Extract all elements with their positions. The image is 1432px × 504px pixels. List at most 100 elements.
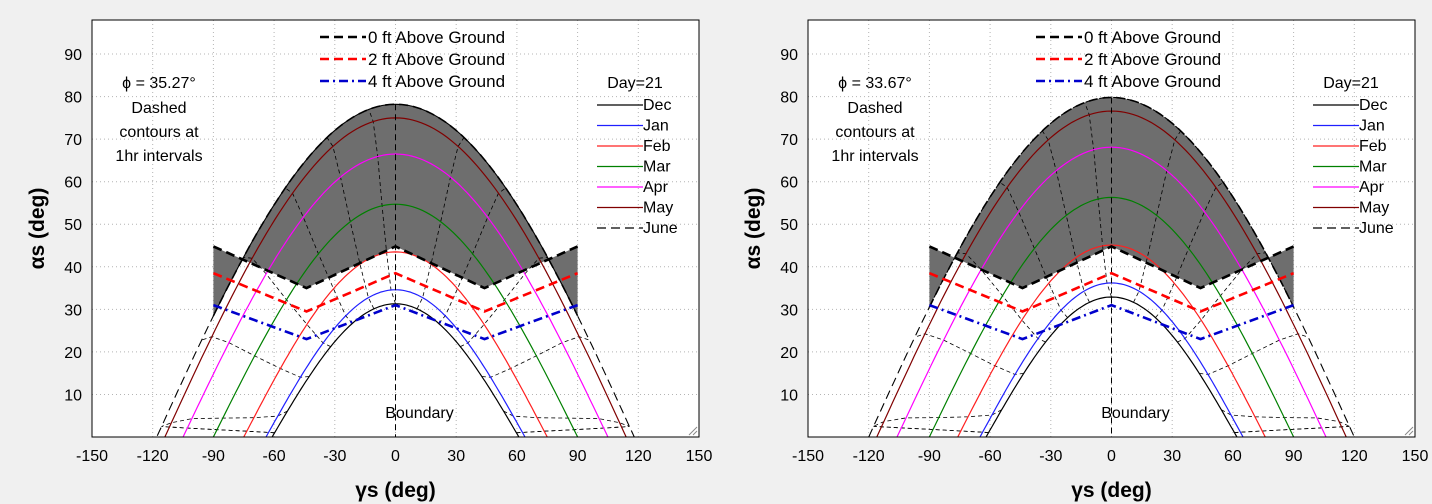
x-tick-label: 0 [1107, 448, 1116, 465]
x-tick-label: -30 [323, 448, 346, 465]
y-axis-label: αs (deg) [742, 188, 765, 270]
note-line: Dashed [131, 100, 186, 117]
day-legend-label: Apr [1359, 179, 1385, 196]
height-legend-label: 2 ft Above Ground [368, 50, 505, 69]
day-legend-label: Feb [1359, 138, 1387, 155]
x-tick-label: 30 [1163, 448, 1181, 465]
grip-line [1408, 430, 1414, 436]
month-curve-feb [243, 251, 548, 437]
day-legend-title: Day=21 [607, 75, 663, 92]
y-tick-label: 20 [64, 345, 82, 362]
y-tick-label: 30 [780, 302, 798, 319]
phi-label: ϕ = 33.67° [838, 75, 912, 92]
y-tick-label: 90 [780, 47, 798, 64]
x-axis-label: γs (deg) [1071, 479, 1152, 502]
height-legend-label: 4 ft Above Ground [368, 72, 505, 91]
y-tick-label: 70 [64, 132, 82, 149]
x-tick-label: 150 [1402, 448, 1429, 465]
x-tick-label: -30 [1039, 448, 1062, 465]
y-tick-label: 10 [64, 387, 82, 404]
y-axis-label: αs (deg) [26, 188, 49, 270]
month-curve-mar [928, 196, 1295, 437]
grip-line [688, 426, 698, 436]
y-tick-label: 30 [64, 302, 82, 319]
x-tick-label: 60 [1224, 448, 1242, 465]
y-tick-label: 10 [780, 387, 798, 404]
day-legend-label: June [1359, 220, 1394, 237]
y-tick-label: 80 [64, 90, 82, 107]
plot-border [91, 19, 700, 438]
note-line: 1hr intervals [831, 148, 918, 165]
x-tick-label: -60 [979, 448, 1002, 465]
day-legend-label: Feb [643, 138, 671, 155]
height-legend-label: 0 ft Above Ground [368, 28, 505, 47]
boundary-0ft [928, 244, 1295, 290]
boundary-2ft [212, 271, 579, 313]
y-tick-label: 60 [64, 175, 82, 192]
note-line: contours at [835, 124, 915, 141]
x-tick-label: -150 [76, 448, 108, 465]
resize-grip-icon [1404, 426, 1414, 436]
sun-path-chart-right: -150 -120 -90 -60 -30 0 30 60 90 120 150 10 20 30 40 50… [742, 19, 1429, 502]
height-legend-label: 4 ft Above Ground [1084, 72, 1221, 91]
day-legend: Day=21 Dec Jan Feb Mar Apr May June [1313, 75, 1394, 237]
day-legend: Day=21 Dec Jan Feb Mar Apr May June [597, 75, 678, 237]
x-tick-label: 120 [1341, 448, 1368, 465]
x-tick-label: 120 [625, 448, 652, 465]
boundary-label: Boundary [385, 405, 454, 422]
note-line: Dashed [847, 100, 902, 117]
y-tick-label: 80 [780, 90, 798, 107]
grip-line [692, 430, 698, 436]
x-tick-label: -120 [853, 448, 885, 465]
day-legend-label: Dec [643, 97, 671, 114]
x-tick-label: 60 [508, 448, 526, 465]
note-line: 1hr intervals [115, 148, 202, 165]
plot-border [807, 19, 1416, 438]
y-tick-label: 20 [780, 345, 798, 362]
boundary-0ft-top [928, 96, 1295, 308]
boundary-0ft-top [212, 103, 579, 317]
month-curve-mar [212, 203, 579, 437]
day-legend-label: Apr [643, 179, 669, 196]
y-tick-label: 40 [64, 260, 82, 277]
height-legend: 0 ft Above Ground 2 ft Above Ground 4 ft A… [320, 28, 505, 91]
sun-path-chart-left: -150 -120 -90 -60 -30 0 30 60 90 120 150 10 20 30 40 50… [26, 19, 713, 502]
x-tick-label: 30 [447, 448, 465, 465]
resize-grip-icon [688, 426, 698, 436]
y-tick-label: 40 [780, 260, 798, 277]
grip-line [1404, 426, 1414, 436]
x-tick-label: -90 [202, 448, 225, 465]
day-legend-label: Jan [643, 118, 669, 135]
day-legend-label: Dec [1359, 97, 1387, 114]
y-tick-label: 60 [780, 175, 798, 192]
day-legend-label: June [643, 220, 678, 237]
day-legend-label: Jan [1359, 118, 1385, 135]
x-tick-label: -90 [918, 448, 941, 465]
day-legend-label: Mar [1359, 159, 1387, 176]
x-tick-label: -60 [263, 448, 286, 465]
day-legend-label: May [643, 200, 673, 217]
day-legend-title: Day=21 [1323, 75, 1379, 92]
height-legend-label: 2 ft Above Ground [1084, 50, 1221, 69]
x-axis-label: γs (deg) [355, 479, 436, 502]
y-tick-label: 50 [64, 217, 82, 234]
boundary-4ft [212, 303, 579, 341]
x-tick-label: 150 [686, 448, 713, 465]
y-tick-label: 90 [64, 47, 82, 64]
note-line: contours at [119, 124, 199, 141]
month-curve-apr [896, 146, 1327, 437]
x-tick-label: 90 [1285, 448, 1303, 465]
height-legend-label: 0 ft Above Ground [1084, 28, 1221, 47]
y-tick-label: 70 [780, 132, 798, 149]
x-tick-label: -150 [792, 448, 824, 465]
x-tick-label: -120 [137, 448, 169, 465]
boundary-2ft [928, 271, 1295, 313]
boundary-4ft [928, 303, 1295, 341]
height-legend: 0 ft Above Ground 2 ft Above Ground 4 ft A… [1036, 28, 1221, 91]
boundary-0ft [212, 244, 579, 290]
x-tick-label: 90 [569, 448, 587, 465]
y-tick-label: 50 [780, 217, 798, 234]
phi-label: ϕ = 35.27° [122, 75, 196, 92]
month-curve-apr [182, 153, 609, 437]
